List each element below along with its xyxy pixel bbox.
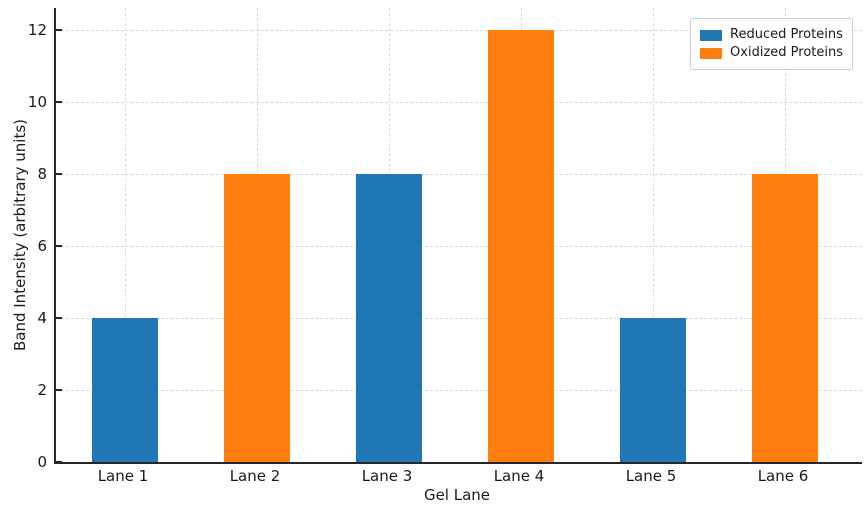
- y-tick-label: 10: [27, 93, 47, 111]
- y-tick-mark: [56, 389, 62, 391]
- x-tick-label: Lane 5: [625, 467, 677, 485]
- y-tick-label: 8: [37, 165, 47, 183]
- legend-item: Oxidized Proteins: [700, 45, 843, 61]
- bar-reduced-lane-1: [92, 318, 158, 462]
- horizontal-gridline: [56, 30, 862, 31]
- horizontal-gridline: [56, 390, 862, 391]
- lane-slot: [587, 8, 719, 462]
- y-tick-label: 2: [37, 381, 47, 399]
- plot-area: Reduced Proteins Oxidized Proteins: [54, 8, 862, 464]
- x-tick-label: Lane 2: [229, 467, 281, 485]
- y-tick-mark: [56, 245, 62, 247]
- bar-reduced-lane-5: [620, 318, 686, 462]
- x-tick-label: Lane 1: [97, 467, 149, 485]
- y-tick-label: 6: [37, 237, 47, 255]
- y-tick-mark: [56, 29, 62, 31]
- lane-slot: [455, 8, 587, 462]
- y-tick-label: 12: [27, 21, 47, 39]
- legend-swatch: [700, 29, 723, 41]
- horizontal-gridline: [56, 102, 862, 103]
- x-tick-label: Lane 4: [493, 467, 545, 485]
- y-tick-label: 0: [37, 453, 47, 471]
- bar-oxidized-lane-6: [752, 174, 818, 462]
- x-tick-label: Lane 6: [757, 467, 809, 485]
- y-tick-mark: [56, 173, 62, 175]
- horizontal-gridline: [56, 246, 862, 247]
- lane-slot: [59, 8, 191, 462]
- lane-slot: [719, 8, 851, 462]
- y-tick-label: 4: [37, 309, 47, 327]
- y-tick-mark: [56, 101, 62, 103]
- legend-swatch: [700, 47, 723, 59]
- bar-oxidized-lane-2: [224, 174, 290, 462]
- x-axis: Lane 1 Lane 2 Lane 3 Lane 4 Lane 5 Lane 6: [57, 464, 849, 488]
- vertical-gridline: [125, 8, 126, 462]
- x-tick-label: Lane 3: [361, 467, 413, 485]
- legend-label: Reduced Proteins: [730, 27, 843, 42]
- bar-oxidized-lane-4: [488, 30, 554, 462]
- bar-reduced-lane-3: [356, 174, 422, 462]
- y-tick-mark: [56, 461, 62, 463]
- lane-slot: [191, 8, 323, 462]
- lane-slot: [323, 8, 455, 462]
- x-axis-title: Gel Lane: [423, 486, 491, 504]
- vertical-gridline: [653, 8, 654, 462]
- horizontal-gridline: [56, 318, 862, 319]
- horizontal-gridline: [56, 174, 862, 175]
- legend-item: Reduced Proteins: [700, 27, 843, 43]
- y-axis: 0 2 4 6 8 10 12: [0, 8, 54, 471]
- legend-label: Oxidized Proteins: [730, 45, 843, 60]
- bar-slots: [59, 8, 851, 462]
- y-tick-mark: [56, 317, 62, 319]
- legend: Reduced Proteins Oxidized Proteins: [690, 18, 853, 70]
